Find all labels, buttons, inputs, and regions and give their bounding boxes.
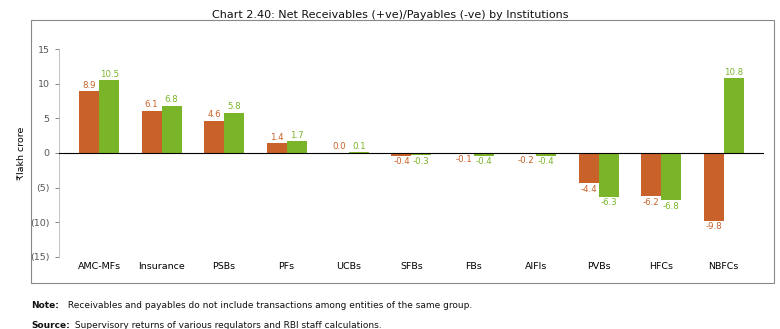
Bar [516, 153, 537, 154]
Text: Chart 2.40: Net Receivables (+ve)/Payables (-ve) by Institutions: Chart 2.40: Net Receivables (+ve)/Payabl… [211, 10, 569, 20]
Bar [537, 153, 556, 156]
Text: -6.2: -6.2 [643, 197, 660, 207]
Text: 0.0: 0.0 [332, 142, 346, 151]
Bar [724, 78, 744, 153]
Bar [454, 153, 474, 154]
Text: -4.4: -4.4 [580, 185, 597, 194]
Text: -0.2: -0.2 [518, 156, 535, 165]
Text: Supervisory returns of various regulators and RBI staff calculations.: Supervisory returns of various regulator… [72, 321, 381, 329]
Text: 10.5: 10.5 [100, 70, 119, 79]
Text: 5.8: 5.8 [227, 102, 241, 111]
Bar [142, 111, 161, 153]
Bar [204, 121, 224, 153]
Bar [599, 153, 619, 196]
Text: -9.8: -9.8 [705, 222, 722, 231]
Text: 8.9: 8.9 [83, 81, 96, 90]
Bar [99, 81, 119, 153]
Text: 1.7: 1.7 [289, 131, 303, 139]
Text: 0.1: 0.1 [352, 141, 366, 151]
Text: 4.6: 4.6 [207, 111, 221, 119]
Bar [704, 153, 724, 221]
Text: -0.1: -0.1 [456, 155, 473, 164]
Text: Note:: Note: [31, 301, 59, 310]
Bar [79, 91, 99, 153]
Bar [474, 153, 494, 156]
Text: -0.3: -0.3 [413, 157, 430, 166]
Text: -0.4: -0.4 [538, 158, 555, 166]
Bar [267, 143, 286, 153]
Bar [661, 153, 681, 200]
Bar [641, 153, 661, 196]
Text: -0.4: -0.4 [393, 158, 410, 166]
Bar [579, 153, 599, 183]
Bar [412, 153, 431, 155]
Text: -6.8: -6.8 [663, 202, 679, 211]
Text: Receivables and payables do not include transactions among entities of the same : Receivables and payables do not include … [65, 301, 472, 310]
Text: -6.3: -6.3 [601, 198, 617, 207]
Text: 1.4: 1.4 [270, 133, 283, 141]
Text: -0.4: -0.4 [476, 158, 492, 166]
Bar [224, 113, 244, 153]
Bar [161, 106, 182, 153]
Text: Source:: Source: [31, 321, 70, 329]
Text: 6.8: 6.8 [165, 95, 179, 104]
Text: 10.8: 10.8 [724, 68, 743, 77]
Bar [286, 141, 307, 153]
Text: 6.1: 6.1 [145, 100, 158, 109]
Bar [349, 152, 369, 153]
Y-axis label: ₹lakh crore: ₹lakh crore [17, 126, 26, 180]
Bar [392, 153, 412, 156]
